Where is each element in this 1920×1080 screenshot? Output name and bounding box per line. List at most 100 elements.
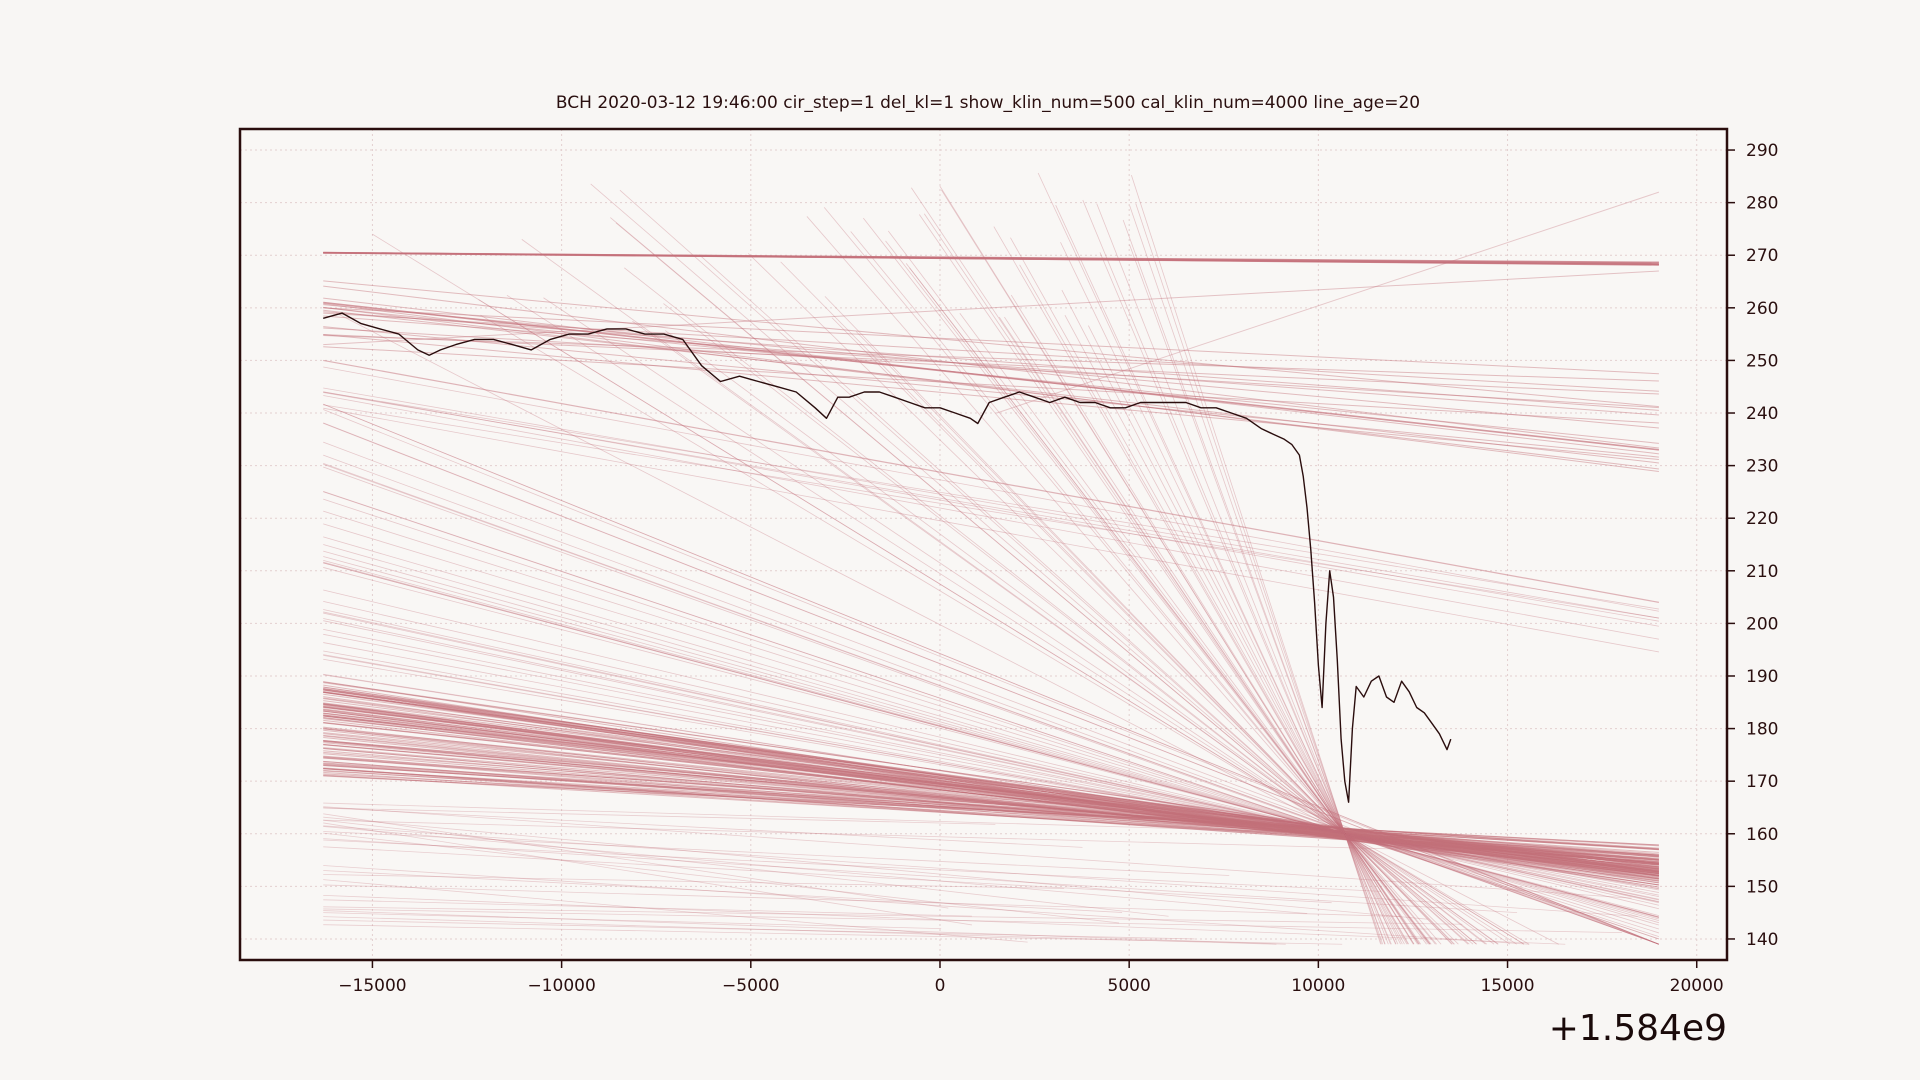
x-tick-label: 0 bbox=[935, 976, 946, 996]
trend-line bbox=[323, 767, 1659, 863]
trend-line bbox=[323, 562, 1659, 918]
trend-line bbox=[323, 702, 1659, 868]
chart-title: BCH 2020-03-12 19:46:00 cir_step=1 del_k… bbox=[556, 93, 1420, 113]
trend-line bbox=[323, 710, 1659, 870]
trend-line bbox=[323, 422, 1660, 945]
trend-line bbox=[323, 756, 1659, 861]
y-tick-label: 150 bbox=[1746, 877, 1778, 897]
trend-line bbox=[323, 822, 972, 926]
trend-line bbox=[323, 689, 1659, 880]
trend-line bbox=[323, 681, 1659, 874]
trend-line bbox=[824, 296, 1452, 945]
trend-line bbox=[323, 618, 1659, 901]
trend-line bbox=[323, 740, 1659, 857]
trend-line bbox=[323, 768, 1659, 856]
trend-line bbox=[323, 498, 1660, 938]
trend-line bbox=[323, 703, 1659, 874]
trend-line bbox=[323, 301, 1659, 451]
trend-line bbox=[323, 750, 1659, 865]
trend-line bbox=[323, 315, 1659, 416]
trend-line bbox=[323, 807, 996, 825]
trend-line bbox=[323, 839, 1381, 892]
trend-line bbox=[323, 688, 1659, 876]
trend-line bbox=[323, 491, 1660, 940]
trend-line bbox=[780, 261, 1455, 945]
trend-line bbox=[323, 894, 1566, 945]
x-tick-label: 5000 bbox=[1108, 976, 1151, 996]
trend-line bbox=[323, 762, 1659, 850]
x-tick-label: −15000 bbox=[338, 976, 406, 996]
trend-line bbox=[823, 207, 1437, 945]
trend-line bbox=[323, 763, 1659, 853]
trend-line bbox=[323, 658, 1659, 888]
trend-line bbox=[480, 314, 1530, 945]
trend-line bbox=[323, 335, 1659, 382]
trend-line bbox=[323, 709, 1659, 880]
trend-line bbox=[323, 454, 1660, 945]
trend-line bbox=[323, 326, 1659, 458]
trend-line bbox=[323, 391, 1659, 627]
trend-line bbox=[323, 712, 1659, 871]
trend-line bbox=[323, 775, 1659, 846]
trend-line bbox=[1061, 289, 1403, 945]
trend-line bbox=[323, 733, 1659, 871]
trend-line bbox=[323, 686, 1659, 879]
trend-line bbox=[323, 760, 1659, 864]
trend-line bbox=[323, 407, 1659, 653]
trend-line bbox=[619, 189, 1470, 945]
trend-line bbox=[323, 865, 1530, 945]
trend-line bbox=[323, 693, 1659, 876]
trend-line bbox=[323, 714, 1659, 870]
trend-line bbox=[323, 387, 1659, 619]
grid-lines bbox=[240, 129, 1727, 960]
trend-line bbox=[855, 331, 1453, 945]
plot-area-background bbox=[240, 129, 1727, 960]
trend-line bbox=[323, 705, 1659, 874]
trend-line bbox=[323, 550, 1659, 922]
y-tick-label: 240 bbox=[1746, 404, 1778, 424]
trend-line bbox=[323, 719, 1659, 872]
trend-line bbox=[323, 252, 1659, 263]
trend-line bbox=[323, 718, 1659, 863]
trend-line bbox=[323, 688, 1659, 884]
trend-line bbox=[323, 727, 1659, 864]
y-tick-label: 230 bbox=[1746, 457, 1778, 477]
trend-line bbox=[323, 715, 1659, 864]
trend-line bbox=[323, 708, 1659, 877]
trend-line bbox=[1004, 316, 1418, 945]
trend-line bbox=[323, 757, 1659, 864]
trend-line bbox=[323, 510, 1660, 934]
trend-line bbox=[323, 628, 1659, 898]
trend-line bbox=[323, 691, 1659, 873]
trend-line bbox=[323, 705, 1659, 877]
trend-line bbox=[323, 689, 1659, 873]
trend-line bbox=[323, 816, 1428, 920]
plot-frame bbox=[238, 127, 1729, 962]
trend-line bbox=[323, 280, 1659, 408]
trend-line bbox=[1055, 205, 1397, 945]
trend-line bbox=[323, 912, 942, 930]
trend-line bbox=[323, 747, 1659, 865]
trend-line bbox=[323, 689, 1659, 886]
trend-line bbox=[323, 684, 1659, 888]
x-tick-label: 10000 bbox=[1291, 976, 1345, 996]
trend-line bbox=[663, 303, 1488, 945]
trend-line bbox=[323, 691, 1659, 880]
trend-line bbox=[323, 403, 1660, 945]
trend-line bbox=[323, 764, 1659, 849]
trend-line bbox=[323, 807, 1083, 848]
trend-line bbox=[323, 403, 1660, 945]
trend-line bbox=[323, 691, 1659, 877]
trend-line bbox=[1099, 252, 1392, 945]
trend-line bbox=[323, 740, 1659, 866]
trend-line bbox=[323, 760, 1659, 860]
trend-line bbox=[323, 523, 1660, 930]
trend-line bbox=[323, 706, 1659, 868]
trend-line bbox=[323, 747, 1659, 861]
trend-line bbox=[323, 395, 1659, 640]
trend-line bbox=[624, 267, 1486, 945]
trend-line bbox=[323, 710, 1659, 877]
trend-line bbox=[323, 703, 1659, 878]
trend-line bbox=[323, 650, 1659, 891]
trend-line bbox=[323, 307, 1659, 375]
